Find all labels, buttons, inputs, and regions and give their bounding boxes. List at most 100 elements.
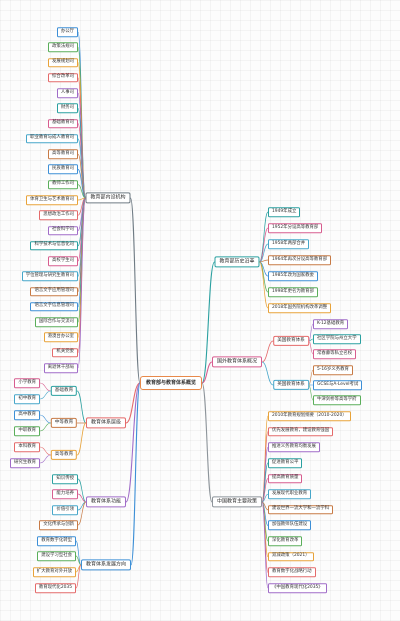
leaf-node: 思想政治工作司 [39, 210, 78, 221]
connector-line [261, 501, 269, 589]
branch-node-functions: 教育体系功能 [85, 496, 127, 508]
leaf-node: 牛津剑桥等高等学府 [313, 395, 361, 405]
group-node: 英国教育体系 [273, 379, 309, 391]
leaf-node: 港澳台办公室 [43, 332, 78, 343]
leaf-node: 优先发展教育，建设教育强国 [268, 426, 334, 437]
group-node: 中等教育 [50, 417, 78, 429]
branch-node-internal: 教育部内设机构 [85, 192, 131, 204]
leaf-node: 1949年成立 [268, 207, 301, 217]
leaf-node: 1964年再次分设高等教育部 [268, 255, 332, 265]
leaf-node: 科学技术与信息化司 [30, 240, 78, 251]
connector-line [39, 422, 52, 432]
connector-line [261, 361, 274, 386]
leaf-node: 1998年更名为教育部 [268, 287, 318, 297]
leaf-node: 扩大教育对外开放 [32, 567, 76, 577]
leaf-node: 基础教育司 [48, 118, 78, 129]
connector-line [39, 446, 52, 456]
connector-line [77, 184, 86, 199]
leaf-node: 机关党委 [52, 347, 78, 358]
leaf-node: 民族教育司 [48, 164, 78, 175]
leaf-node: 深化教育改革 [268, 536, 303, 546]
connector-line [259, 227, 269, 263]
connector-line [308, 340, 314, 355]
leaf-node: 提高教育质量 [268, 473, 303, 484]
leaf-node: 研究生教育 [10, 458, 40, 468]
leaf-node: 中职教育 [14, 426, 40, 436]
connector-line [77, 169, 86, 199]
connector-line [75, 540, 82, 566]
leaf-node: 社会科学司 [48, 225, 78, 236]
leaf-node: 职业教育与成人教育司 [26, 134, 78, 144]
connector-line [125, 382, 141, 503]
leaf-node: 知识传授 [52, 474, 78, 484]
leaf-node: 政策法规司 [48, 42, 78, 53]
connector-line [259, 243, 269, 263]
leaf-node: 1958年两部合并 [268, 239, 310, 249]
connector-line [201, 261, 216, 384]
branch-node-history: 教育部历史沿革 [214, 256, 260, 268]
leaf-node: 文化传承与创新 [39, 520, 78, 530]
connector-line [39, 414, 52, 424]
connector-line [77, 493, 87, 503]
branch-node-direction: 教育体系发展方向 [80, 559, 132, 571]
leaf-node: 1985年改为国家教委 [268, 271, 318, 281]
leaf-node: 体育卫生与艺术教育司 [26, 195, 78, 205]
leaf-node: 教师工作司 [48, 179, 78, 190]
leaf-node: 价值引领 [52, 505, 78, 515]
connector-line [201, 361, 213, 384]
leaf-node: 常春藤等私立名校 [313, 349, 357, 359]
branch-node-levels: 教育体系层级 [85, 417, 127, 429]
connector-line [39, 390, 52, 400]
connector-line [201, 382, 213, 503]
leaf-node: 语言文字信息管理司 [30, 302, 78, 312]
leaf-node: 建设世界一流大学和一流学科 [268, 505, 334, 515]
connector-line [308, 384, 314, 401]
leaf-node: 教育数字化战略行动 [268, 567, 316, 578]
connector-line [76, 390, 87, 424]
connector-line [261, 478, 269, 503]
connector-line [130, 382, 141, 566]
leaf-node: 离退休干部局 [43, 363, 78, 373]
connector-line [308, 323, 314, 342]
branch-node-policy: 中国教育主要政策 [211, 496, 263, 508]
leaf-node: 办公厅 [56, 27, 78, 37]
leaf-node: 本科教育 [14, 442, 40, 452]
connector-line [308, 369, 314, 386]
central-topic: 教育部与教育体系概览 [139, 376, 203, 390]
connector-line [39, 382, 52, 392]
leaf-node: 1952年分设高等教育部 [268, 223, 323, 233]
group-node: 基础教育 [50, 385, 78, 397]
leaf-node: 教育现代化2035 [34, 583, 76, 593]
leaf-node: 综合改革司 [48, 73, 78, 83]
leaf-node: 社区学院与州立大学 [313, 334, 361, 344]
connector-line [77, 197, 86, 369]
leaf-node: 人事司 [56, 88, 78, 98]
leaf-node: 国际合作与交流司 [34, 317, 78, 327]
leaf-node: 发展现代职业教育 [268, 489, 312, 499]
connector-line [129, 197, 141, 384]
leaf-node: K-12基础教育 [313, 319, 349, 329]
connector-line [39, 454, 52, 464]
leaf-node: 《中国教育现代化2035》 [268, 583, 327, 593]
leaf-node: 加强教师队伍建设 [268, 520, 312, 531]
leaf-node: 2018年国务院机构改革调整 [268, 303, 332, 313]
connector-line [75, 555, 82, 566]
leaf-node: 高校学生司 [48, 256, 78, 266]
connector-line [77, 501, 87, 526]
connector-line [77, 478, 87, 503]
connector-line [76, 422, 87, 456]
connector-line [261, 340, 274, 363]
leaf-node: 促进教育公平 [268, 458, 303, 468]
leaf-node: 2010年教育规划纲要（2010-2020） [268, 411, 351, 421]
leaf-node: 小学教育 [14, 378, 40, 388]
leaf-node: 推进义务教育均衡发展 [268, 442, 320, 453]
connector-line [261, 493, 269, 503]
connector-line [259, 261, 269, 309]
connector-line [75, 564, 82, 589]
leaf-node: 学位管理与研究生教育司 [21, 271, 78, 282]
leaf-node: 高等教育司 [48, 149, 78, 159]
leaf-node: 建设学习型社会 [37, 551, 76, 561]
